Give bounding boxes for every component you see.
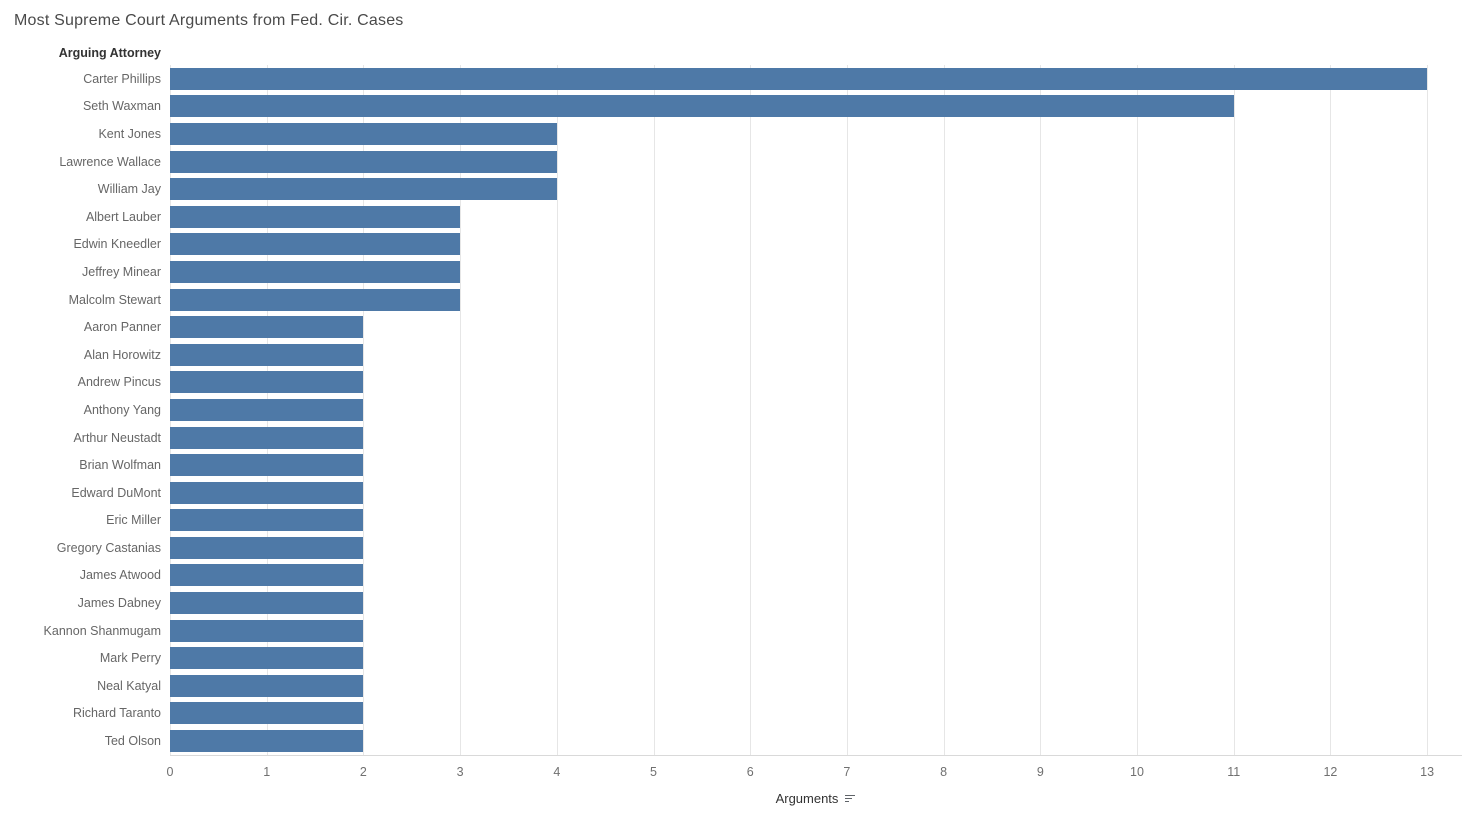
bar-row: Kent Jones <box>0 120 1462 148</box>
x-tick-label: 7 <box>843 765 851 779</box>
x-tick-label: 5 <box>650 765 657 779</box>
bar[interactable] <box>170 564 364 587</box>
row-label[interactable]: William Jay <box>97 182 161 197</box>
row-label[interactable]: Andrew Pincus <box>77 375 161 390</box>
bar[interactable] <box>170 536 364 559</box>
bar-row: Lawrence Wallace <box>0 148 1462 176</box>
bar[interactable] <box>170 619 364 642</box>
row-label[interactable]: Jeffrey Minear <box>82 264 161 279</box>
bar[interactable] <box>170 343 364 366</box>
row-label[interactable]: Mark Perry <box>99 651 161 666</box>
bar[interactable] <box>170 122 557 145</box>
bar-row: Eric Miller <box>0 507 1462 535</box>
x-tick-label: 9 <box>1036 765 1044 779</box>
x-tick-label: 10 <box>1130 765 1144 779</box>
bar[interactable] <box>170 674 364 697</box>
bar-row: Ted Olson <box>0 727 1462 755</box>
bar-row: Aaron Panner <box>0 313 1462 341</box>
x-axis-label: Arguments <box>775 791 839 806</box>
row-label[interactable]: James Dabney <box>77 596 161 611</box>
bar[interactable] <box>170 592 364 615</box>
bar[interactable] <box>170 95 1234 118</box>
x-tick-label: 6 <box>746 765 754 779</box>
bar-row: Brian Wolfman <box>0 451 1462 479</box>
row-label[interactable]: Kannon Shanmugam <box>43 623 161 638</box>
x-tick-label: 13 <box>1420 765 1435 779</box>
bar-row: Alan Horowitz <box>0 341 1462 369</box>
bar-row: Edwin Kneedler <box>0 231 1462 259</box>
row-label[interactable]: Edward DuMont <box>71 485 161 500</box>
bar-row: Arthur Neustadt <box>0 424 1462 452</box>
bar-row: William Jay <box>0 175 1462 203</box>
row-label[interactable]: Aaron Panner <box>83 320 161 335</box>
bar[interactable] <box>170 205 461 228</box>
bar-row: James Dabney <box>0 589 1462 617</box>
bar[interactable] <box>170 150 557 173</box>
row-label[interactable]: Alan Horowitz <box>83 347 161 362</box>
bar-row: Neal Katyal <box>0 672 1462 700</box>
bar[interactable] <box>170 398 364 421</box>
bar-row: Anthony Yang <box>0 396 1462 424</box>
bar[interactable] <box>170 702 364 725</box>
bar-row: Mark Perry <box>0 644 1462 672</box>
bar[interactable] <box>170 730 364 753</box>
row-label[interactable]: Gregory Castanias <box>56 540 161 555</box>
row-label[interactable]: Edwin Kneedler <box>73 237 161 252</box>
x-tick-label: 1 <box>263 765 271 779</box>
x-tick-label: 0 <box>166 765 174 779</box>
bar[interactable] <box>170 178 557 201</box>
x-tick-label: 8 <box>940 765 948 779</box>
bar[interactable] <box>170 371 364 394</box>
bar-row: Malcolm Stewart <box>0 286 1462 314</box>
row-field-header[interactable]: Arguing Attorney <box>58 46 161 60</box>
bar[interactable] <box>170 260 461 283</box>
row-label[interactable]: Seth Waxman <box>82 99 161 114</box>
bar[interactable] <box>170 481 364 504</box>
row-label[interactable]: Eric Miller <box>106 513 161 528</box>
row-label[interactable]: Kent Jones <box>98 126 161 141</box>
x-axis-title: Arguments <box>170 791 1462 806</box>
row-label[interactable]: Ted Olson <box>104 734 161 749</box>
row-label[interactable]: Carter Phillips <box>83 71 161 86</box>
chart-title: Most Supreme Court Arguments from Fed. C… <box>14 12 404 29</box>
bar[interactable] <box>170 647 364 670</box>
bar-row: Richard Taranto <box>0 700 1462 728</box>
bar-row: Jeffrey Minear <box>0 258 1462 286</box>
row-label[interactable]: Anthony Yang <box>83 402 161 417</box>
x-tick-label: 3 <box>456 765 464 779</box>
bar-row: Kannon Shanmugam <box>0 617 1462 645</box>
row-label[interactable]: Arthur Neustadt <box>73 430 161 445</box>
bar-row: Edward DuMont <box>0 479 1462 507</box>
bar-row: Seth Waxman <box>0 93 1462 121</box>
bar-rows: Carter Phillips Seth Waxman Kent Jones Lawr… <box>0 65 1462 755</box>
row-label[interactable]: Richard Taranto <box>72 706 161 721</box>
bar-row: Gregory Castanias <box>0 534 1462 562</box>
bar-row: Carter Phillips <box>0 65 1462 93</box>
bar[interactable] <box>170 426 364 449</box>
row-label[interactable]: Albert Lauber <box>85 209 161 224</box>
row-label[interactable]: Brian Wolfman <box>79 458 161 473</box>
row-label[interactable]: Neal Katyal <box>97 678 161 693</box>
sort-descending-icon[interactable] <box>845 794 856 803</box>
bar[interactable] <box>170 67 1428 90</box>
x-tick-label: 4 <box>553 765 561 779</box>
row-label[interactable]: Malcolm Stewart <box>68 292 161 307</box>
bar[interactable] <box>170 316 364 339</box>
bar-row: James Atwood <box>0 562 1462 590</box>
bar[interactable] <box>170 233 461 256</box>
bar[interactable] <box>170 509 364 532</box>
x-tick-label: 2 <box>359 765 367 779</box>
bar[interactable] <box>170 454 364 477</box>
bar[interactable] <box>170 288 461 311</box>
row-label[interactable]: James Atwood <box>79 568 161 583</box>
x-tick-label: 12 <box>1323 765 1338 779</box>
x-axis: 0 1 2 3 4 5 6 7 8 9 10 11 12 13 <box>166 755 1462 792</box>
bar-row: Albert Lauber <box>0 203 1462 231</box>
row-label[interactable]: Lawrence Wallace <box>59 154 161 169</box>
x-tick-label: 11 <box>1227 765 1241 779</box>
bar-row: Andrew Pincus <box>0 369 1462 397</box>
